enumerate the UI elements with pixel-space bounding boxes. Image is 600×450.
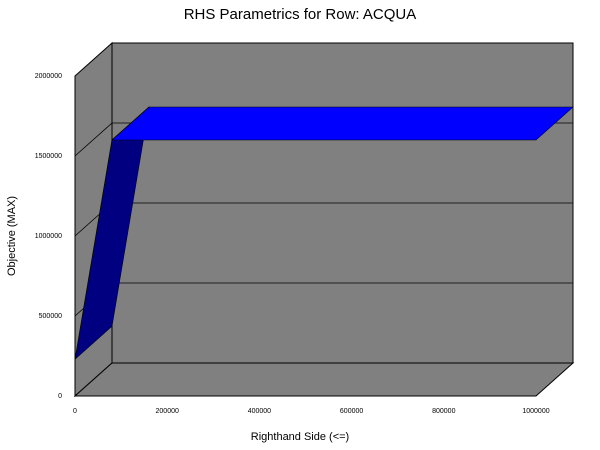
x-tick-label: 800000 <box>432 408 455 415</box>
y-tick-label: 500000 <box>39 313 62 320</box>
gridline-left <box>74 122 113 157</box>
floor <box>73 362 575 397</box>
y-tick-labels: 0 500000 1000000 1500000 2000000 <box>35 73 62 400</box>
x-tick-label: 0 <box>73 408 77 415</box>
plot-box <box>73 41 575 398</box>
x-tick-labels: 0 200000 400000 600000 800000 1000000 <box>73 408 550 415</box>
chart-title: RHS Parametrics for Row: ACQUA <box>184 6 417 23</box>
y-tick-label: 2000000 <box>35 73 62 80</box>
y-tick-label: 1000000 <box>35 233 62 240</box>
x-tick-label: 400000 <box>248 408 271 415</box>
x-axis-label: Righthand Side (<=) <box>251 431 349 443</box>
series-ribbon-segment <box>111 106 574 141</box>
x-tick-label: 200000 <box>156 408 179 415</box>
x-tick-label: 600000 <box>340 408 363 415</box>
y-tick-label: 0 <box>58 393 62 400</box>
series-area <box>74 106 574 360</box>
x-tick-label: 1000000 <box>522 408 549 415</box>
y-axis-label: Objective (MAX) <box>6 196 18 276</box>
y-tick-label: 1500000 <box>35 153 62 160</box>
